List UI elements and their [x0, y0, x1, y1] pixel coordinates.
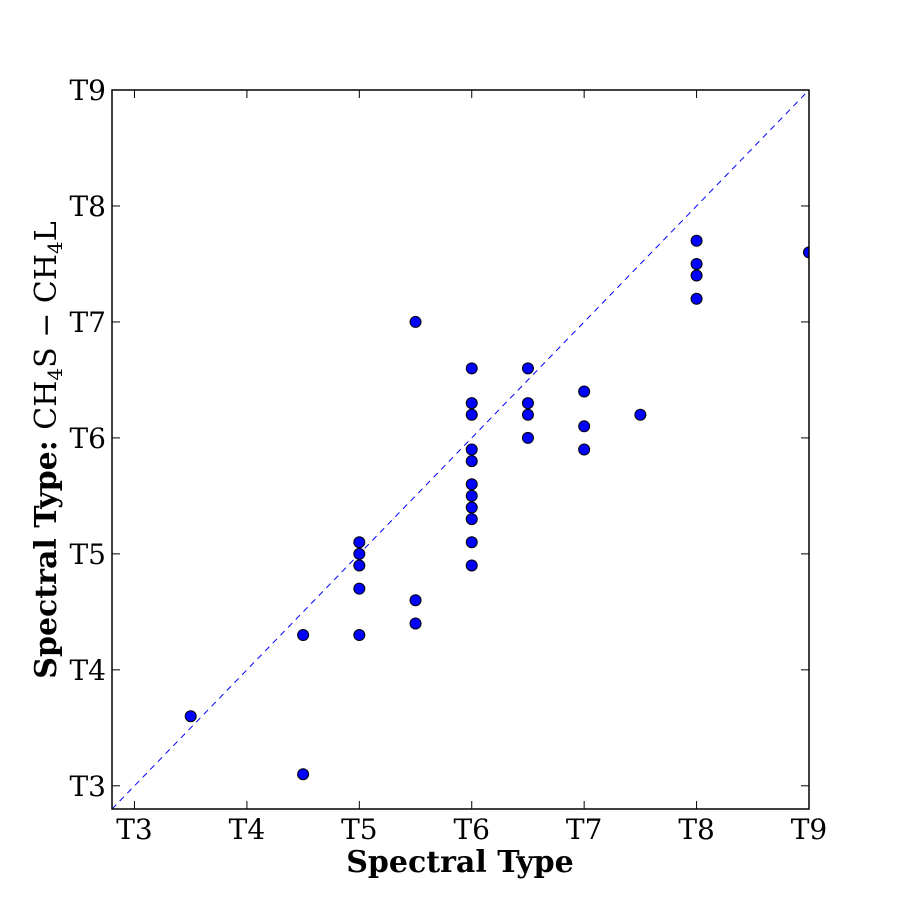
data-point	[465, 455, 478, 468]
data-point	[409, 315, 422, 328]
y-tick-label: T3	[70, 770, 107, 803]
plot-marks	[112, 90, 809, 809]
data-point	[578, 443, 591, 456]
data-point	[521, 362, 534, 375]
data-point	[521, 431, 534, 444]
data-point	[690, 292, 703, 305]
data-point	[465, 443, 478, 456]
data-point	[578, 385, 591, 398]
x-tick-label: T6	[453, 813, 490, 846]
data-point	[353, 559, 366, 572]
data-point	[353, 547, 366, 560]
data-point	[578, 420, 591, 433]
y-axis-title: Spectral Type: CH4S − CH4L	[29, 221, 67, 678]
data-point	[465, 397, 478, 410]
x-tick-label: T7	[566, 813, 603, 846]
x-tick-label: T4	[229, 813, 266, 846]
data-point	[297, 768, 310, 781]
x-tick-label: T5	[341, 813, 378, 846]
data-point	[409, 617, 422, 630]
data-point	[465, 559, 478, 572]
y-tick-label: T7	[70, 306, 107, 339]
data-point	[690, 257, 703, 270]
data-point	[184, 710, 197, 723]
data-point	[521, 397, 534, 410]
data-point	[353, 629, 366, 642]
y-tick-label: T9	[70, 74, 107, 107]
data-point	[690, 269, 703, 282]
data-point	[465, 362, 478, 375]
y-tick-label: T8	[70, 190, 107, 223]
data-point	[353, 582, 366, 595]
x-tick-label: T3	[116, 813, 153, 846]
data-point	[465, 536, 478, 549]
data-point	[803, 246, 809, 259]
data-point	[465, 408, 478, 421]
data-point	[353, 536, 366, 549]
plot-area	[112, 90, 809, 809]
data-point	[521, 408, 534, 421]
data-point	[465, 501, 478, 514]
axis-ticks: T3 T3 T4 T4 T5 T5 T6 T6 T7 T7 T8 T8 T9 T9	[70, 74, 828, 846]
y-tick-label: T5	[70, 538, 107, 571]
data-point	[465, 489, 478, 502]
data-point	[465, 478, 478, 491]
data-point	[297, 629, 310, 642]
plot-frame	[111, 89, 810, 810]
data-point	[634, 408, 647, 421]
x-tick-label: T8	[678, 813, 715, 846]
data-point	[690, 234, 703, 247]
x-tick-label: T9	[791, 813, 828, 846]
y-tick-label: T6	[70, 422, 107, 455]
x-axis-title: Spectral Type	[346, 845, 573, 880]
data-point	[465, 513, 478, 526]
y-tick-label: T4	[70, 654, 107, 687]
data-point	[409, 594, 422, 607]
one-to-one-line	[112, 90, 809, 809]
